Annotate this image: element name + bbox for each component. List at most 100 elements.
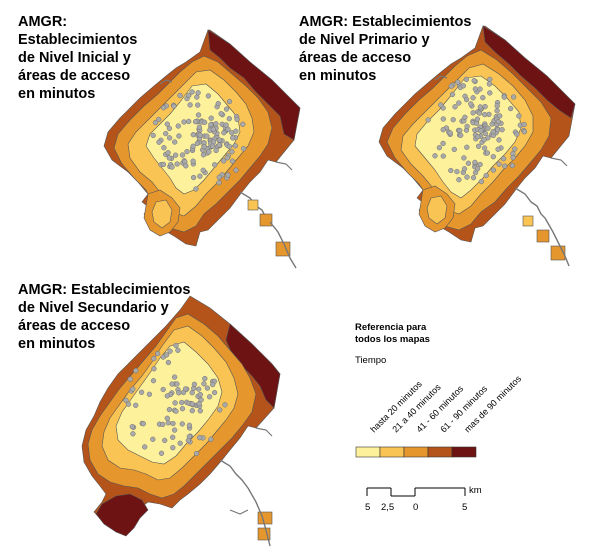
legend-swatch-2 [379, 446, 405, 458]
establishment-marker [190, 132, 196, 138]
establishment-marker [209, 143, 216, 149]
zone-over-90 [207, 29, 301, 141]
establishment-marker [172, 152, 179, 158]
establishment-marker [449, 91, 456, 98]
establishment-marker [158, 450, 165, 456]
establishment-marker [170, 445, 176, 451]
establishment-marker [190, 174, 197, 181]
establishment-marker [191, 381, 198, 387]
establishment-marker [152, 119, 159, 126]
establishment-marker [156, 116, 162, 123]
establishment-marker [224, 155, 230, 161]
zone-21-40-lobe [426, 195, 448, 225]
establishment-marker [171, 427, 178, 433]
establishment-marker [208, 436, 214, 442]
establishment-marker [166, 406, 173, 413]
establishment-marker [163, 352, 170, 358]
establishment-marker [164, 393, 170, 399]
establishment-marker [138, 389, 145, 395]
establishment-marker [440, 140, 446, 147]
establishment-marker [183, 163, 189, 169]
establishment-marker [436, 145, 443, 151]
map-nivel-secundario [81, 295, 281, 547]
establishment-marker [169, 381, 175, 387]
establishment-marker [461, 155, 467, 161]
establishment-marker [223, 122, 229, 128]
establishment-marker [472, 159, 478, 166]
establishment-marker [151, 366, 157, 372]
establishment-marker [140, 421, 146, 427]
establishment-marker [196, 434, 203, 441]
establishment-marker [216, 174, 222, 180]
establishment-marker [164, 121, 170, 127]
establishment-marker [472, 169, 479, 176]
establishment-marker [201, 144, 207, 150]
establishment-marker [208, 121, 214, 128]
establishment-marker [195, 102, 201, 108]
zone-over-90 [482, 25, 576, 119]
establishment-marker [177, 440, 183, 446]
establishment-marker [166, 125, 173, 132]
establishment-marker [189, 390, 195, 396]
establishment-marker [496, 161, 502, 167]
establishment-marker [160, 105, 167, 111]
establishment-marker [165, 359, 172, 366]
scale-tick-label: 5 [365, 502, 370, 513]
establishment-marker [475, 133, 481, 140]
establishment-marker [201, 381, 207, 387]
scale-tick-label: 5 [462, 502, 467, 513]
establishment-marker [208, 115, 214, 121]
establishment-marker [226, 116, 232, 122]
legend-swatch-3 [403, 446, 429, 458]
establishment-marker [425, 117, 431, 123]
establishment-markers [150, 89, 247, 192]
establishment-marker [164, 415, 170, 421]
establishment-marker [150, 436, 156, 442]
establishment-marker [440, 116, 446, 122]
establishment-marker [477, 104, 483, 110]
peripheral-settlements [219, 427, 273, 547]
establishment-marker [220, 158, 227, 164]
establishment-marker [182, 386, 189, 392]
establishment-marker [175, 347, 181, 353]
establishment-marker [432, 153, 438, 159]
establishment-marker [187, 102, 193, 108]
establishment-marker [497, 113, 503, 119]
establishment-marker [451, 146, 457, 153]
establishment-marker [496, 137, 502, 143]
map-title-inicial: AMGR: Establecimientos de Nivel Inicial … [18, 14, 138, 102]
establishment-marker [490, 128, 496, 135]
establishment-marker [163, 130, 169, 137]
establishment-marker [475, 143, 482, 149]
establishment-marker [225, 172, 231, 178]
establishment-marker [510, 94, 517, 100]
establishment-marker [130, 431, 136, 437]
establishment-marker [233, 128, 239, 134]
establishment-marker [172, 139, 178, 145]
zone-0-20 [115, 341, 223, 465]
establishment-marker [206, 394, 213, 400]
establishment-marker [197, 408, 203, 414]
establishment-marker [501, 94, 507, 100]
establishment-marker [448, 83, 454, 89]
establishment-marker [200, 152, 207, 158]
map-nivel-primario [378, 25, 576, 267]
establishment-markers [425, 76, 528, 185]
establishment-marker [189, 408, 195, 414]
establishment-marker [167, 348, 173, 354]
establishment-marker [195, 90, 201, 96]
establishment-marker [461, 166, 468, 172]
establishment-marker [169, 164, 175, 170]
establishment-marker [179, 406, 186, 412]
legend-swatch-4 [427, 446, 453, 458]
establishment-marker [192, 119, 199, 125]
establishment-marker [221, 130, 227, 136]
settlement-zone [522, 215, 534, 227]
establishment-marker [240, 146, 247, 152]
establishment-marker [440, 127, 446, 133]
establishment-marker [477, 161, 483, 168]
establishment-marker [233, 167, 239, 173]
establishment-marker [174, 161, 180, 167]
establishment-marker [151, 355, 157, 362]
establishment-marker [216, 180, 222, 186]
